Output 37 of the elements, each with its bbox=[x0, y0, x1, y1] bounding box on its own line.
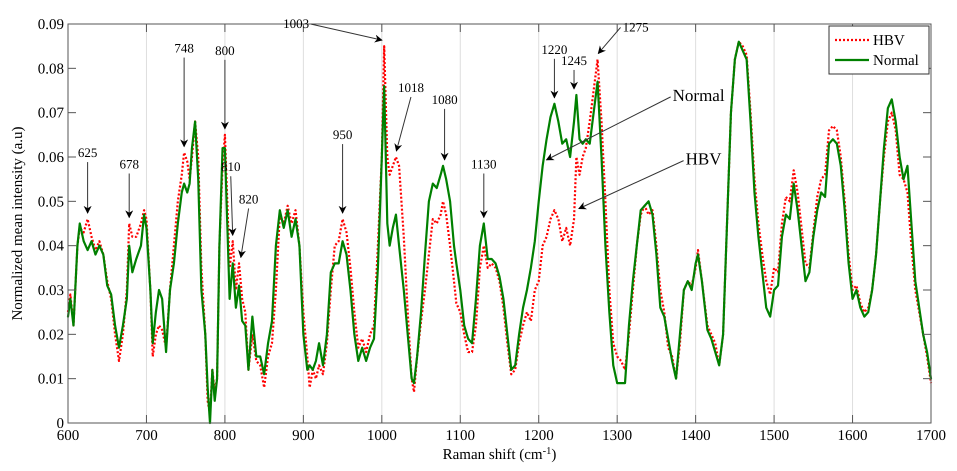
legend-label: Normal bbox=[873, 53, 919, 69]
x-tick-label: 1200 bbox=[524, 428, 554, 444]
y-tick-label: 0.06 bbox=[38, 150, 64, 166]
x-tick-label: 800 bbox=[214, 428, 236, 444]
x-tick-label: 1000 bbox=[366, 428, 397, 444]
x-axis-title: Raman shift (cm$^{-1}$) bbox=[442, 446, 556, 463]
x-tick-label: 1300 bbox=[602, 428, 632, 444]
x-tick-label: 1600 bbox=[838, 428, 868, 444]
y-tick-label: 0.09 bbox=[38, 17, 64, 33]
y-tick-label: 0.03 bbox=[38, 283, 64, 299]
y-tick-label: 0.05 bbox=[38, 194, 64, 210]
annotation: Normal bbox=[672, 86, 725, 105]
annotation: 678 bbox=[119, 156, 139, 172]
annotation: HBV bbox=[686, 150, 722, 169]
y-tick-label: 0.02 bbox=[38, 327, 64, 344]
y-tick-label: 0.01 bbox=[38, 372, 64, 388]
annotation: 625 bbox=[78, 145, 98, 160]
annotation: 748 bbox=[174, 40, 194, 56]
y-tick-label: 0.08 bbox=[38, 61, 64, 78]
annotation: 1018 bbox=[398, 80, 424, 95]
annotation: 1220 bbox=[541, 42, 568, 57]
x-tick-label: 1500 bbox=[759, 428, 790, 444]
x-tick-label: 1400 bbox=[680, 428, 711, 444]
annotation: 950 bbox=[332, 127, 352, 142]
x-tick-label: 1100 bbox=[446, 428, 475, 444]
annotation: 1130 bbox=[471, 156, 497, 172]
x-tick-label: 900 bbox=[292, 428, 315, 444]
annotation: 820 bbox=[238, 191, 258, 206]
x-tick-label: 700 bbox=[135, 428, 158, 444]
annotation: 800 bbox=[215, 42, 235, 58]
legend-label: HBV bbox=[873, 33, 905, 49]
x-tick-label: 600 bbox=[56, 428, 80, 444]
y-axis-title: Normalized mean intensity (a.u) bbox=[10, 126, 26, 321]
x-tick-label: 1700 bbox=[916, 428, 946, 444]
annotation: 1080 bbox=[432, 92, 458, 107]
y-tick-label: 0.07 bbox=[38, 106, 64, 122]
y-tick-label: 0.04 bbox=[38, 238, 64, 255]
